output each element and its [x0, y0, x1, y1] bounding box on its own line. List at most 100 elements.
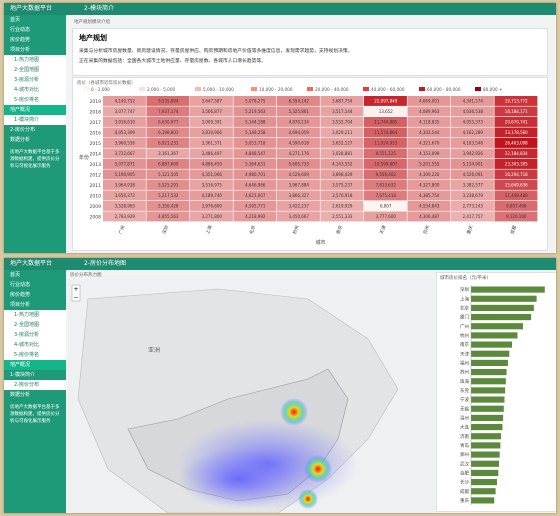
cell-value: 3,652,127 [332, 141, 353, 146]
cell-value: 4,385,754 [419, 193, 440, 198]
cell-value: 4,855,563 [158, 214, 179, 219]
cell-value: 3,161,367 [158, 151, 179, 156]
cell-value: 4,351,066 [202, 172, 223, 177]
desc: 正在采集的数据包括：全国各大城市土地供应量、存量房屋数、各城市人口增长趋势等。 [79, 59, 267, 64]
cell-value: 18,294,718 [505, 172, 528, 177]
app-title: 地产大数据平台 [10, 260, 53, 267]
heat-cell [320, 169, 364, 180]
y-tick-label: 广州 [460, 323, 469, 330]
cell-value: 11,574,864 [374, 130, 397, 135]
menu-item[interactable]: 房价趋势 [10, 292, 31, 298]
cell-value: 3,570,918 [332, 193, 353, 198]
tab[interactable]: 2-房价分布地图 [84, 260, 126, 267]
menu-item[interactable]: 1-热力地图 [4, 310, 66, 320]
menu-item[interactable]: 1-模块简介 [10, 372, 35, 378]
cell-value: 3,650,372 [115, 193, 136, 198]
menu-item[interactable]: 5-房价排名 [4, 350, 66, 360]
legend-swatch [83, 87, 89, 91]
legend-swatch [139, 87, 145, 91]
menu-item[interactable]: 1-模块简介 [4, 115, 66, 125]
menu-item[interactable]: 地产概况 [4, 105, 66, 115]
bar [471, 460, 500, 467]
menu-item[interactable]: 首页 [10, 17, 21, 23]
heat-cell [320, 159, 364, 169]
y-tick-label: 苏州 [460, 369, 469, 376]
heat-cell [277, 211, 320, 222]
sidebar-note: 房地产大数据平台基于多源数据构建，提供房价分析与可视化展示服务 [10, 405, 60, 424]
heat-cell [146, 211, 190, 222]
heat-cell [103, 96, 146, 106]
menu-item[interactable]: 4-城市对比 [4, 85, 66, 95]
column-label: 南京 [334, 224, 344, 235]
cell-value: 4,694,059 [289, 130, 310, 135]
heat-cell [451, 190, 494, 201]
menu-item[interactable]: 数据分析 [10, 392, 31, 398]
heat-cell [277, 138, 320, 148]
menu-item[interactable]: 地产概况 [4, 360, 66, 370]
cell-value: 3,271,800 [202, 214, 223, 219]
bar [471, 414, 504, 421]
menu-item[interactable]: 2-房价分布 [4, 380, 66, 390]
heat-cell [407, 138, 451, 148]
bar [471, 497, 495, 504]
y-tick-label: 重庆 [460, 497, 469, 504]
bar [471, 387, 506, 394]
menu-item[interactable]: 2-全国地图 [4, 320, 66, 330]
menu-item[interactable]: 数据分析 [10, 137, 31, 143]
cell-value: 3,009,391 [202, 120, 223, 125]
menu-item[interactable]: 4-城市对比 [4, 340, 66, 350]
heat-cell [320, 117, 364, 127]
cell-value: 5,144,188 [245, 120, 266, 125]
cell-value: 4,848,547 [245, 151, 266, 156]
legend-label: 5,000 - 10,000 [203, 87, 234, 92]
rank-card: 城市房价排名（元/平米） 深圳 上海 北京 厦门 广州 杭州 南京 天津 福州 苏州 珠海 东莞 宁波 无锡… [436, 272, 556, 512]
cell-value: 2,783,929 [115, 214, 136, 219]
menu-item[interactable]: 行业动态 [10, 282, 31, 288]
heat-cell [451, 169, 494, 180]
cell-value: 4,053,373 [463, 120, 484, 125]
zoom-in[interactable]: + [73, 286, 78, 293]
heat-cell [320, 96, 364, 106]
cell-value: 3,486,497 [202, 151, 223, 156]
menu-item[interactable]: 2-房价分布 [10, 127, 35, 133]
heat-cell [277, 169, 320, 180]
cell-value: 5,356,428 [158, 204, 179, 209]
heat-cell [451, 117, 494, 127]
menu-item[interactable]: 项目分析 [10, 302, 31, 308]
legend-swatch [307, 87, 313, 91]
bar [471, 479, 497, 486]
heat-cell [233, 180, 277, 190]
zoom-out[interactable]: − [73, 294, 78, 301]
bar [471, 304, 534, 311]
cell-value: 5,078,275 [245, 99, 266, 104]
menu-item[interactable]: 1-热力地图 [4, 55, 66, 65]
menu-item[interactable]: 房价趋势 [10, 37, 31, 43]
zoom-control[interactable] [71, 284, 81, 302]
y-tick-label: 成都 [460, 488, 469, 495]
tab[interactable]: 2-模块简介 [84, 5, 114, 12]
heat-spot [280, 398, 308, 426]
heat-cell [233, 117, 277, 127]
axis-label: 城市 [315, 239, 325, 246]
menu-item[interactable]: 5-房价排名 [4, 95, 66, 105]
heat-cell [451, 148, 494, 159]
menu-item[interactable]: 首页 [10, 272, 21, 278]
row-label: 2016 [90, 131, 102, 137]
menu-item[interactable]: 项目分析 [10, 47, 31, 53]
heat-cell [320, 180, 364, 190]
cell-value: 4,143,552 [332, 162, 353, 167]
cell-value: 2,773,143 [463, 204, 484, 209]
heat-cell [407, 201, 451, 211]
cell-value: 11,408,489 [505, 193, 528, 198]
breadcrumb: 地产规划模块介绍 [74, 20, 110, 25]
menu-item[interactable]: 行业动态 [10, 27, 31, 33]
heat-cell [277, 180, 320, 190]
heatmap: 0 - 2,000 2,000 - 5,000 5,000 - 10,000 10,0… [79, 87, 538, 246]
menu-item[interactable]: 3-房源分析 [4, 330, 66, 340]
y-tick-label: 长沙 [460, 479, 469, 486]
heat-cell [407, 96, 451, 106]
heat-cell [407, 211, 451, 222]
menu-item[interactable]: 3-房源分析 [4, 75, 66, 85]
cell-value: 4,162,289 [463, 130, 484, 135]
menu-item[interactable]: 2-全国地图 [4, 65, 66, 75]
